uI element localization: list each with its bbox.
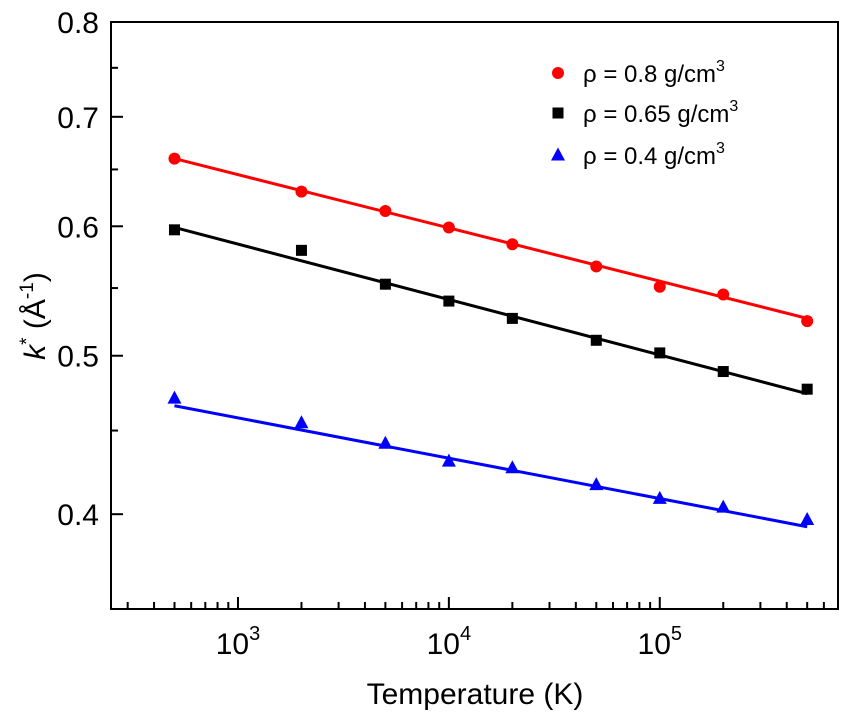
data-point-s2-8 bbox=[717, 366, 729, 378]
data-point-s2-4 bbox=[443, 295, 455, 307]
data-point-s2-6 bbox=[590, 334, 602, 346]
data-points bbox=[167, 152, 815, 526]
data-point-s3-9 bbox=[800, 512, 815, 526]
fit-line-2 bbox=[174, 226, 808, 396]
data-point-s1-1 bbox=[168, 152, 181, 165]
data-point-s1-2 bbox=[295, 185, 308, 198]
y-axis-title: k* (Å-1) bbox=[17, 272, 52, 360]
y-tick-label-0.8: 0.8 bbox=[57, 7, 99, 40]
legend-marker-1 bbox=[552, 67, 564, 79]
y-tick-label-0.5: 0.5 bbox=[57, 341, 99, 374]
data-point-s2-5 bbox=[506, 312, 518, 324]
data-point-s3-7 bbox=[652, 490, 667, 504]
legend-marker-3 bbox=[551, 147, 565, 161]
data-point-s3-6 bbox=[589, 477, 604, 491]
legend: ρ = 0.8 g/cm3 ρ = 0.65 g/cm3 ρ = 0.4 g/cm3 bbox=[551, 58, 738, 170]
data-point-s2-3 bbox=[379, 278, 391, 290]
y-tick-label-0.6: 0.6 bbox=[57, 211, 99, 244]
data-point-s2-9 bbox=[801, 383, 813, 395]
x-tick-label-1000: 103 bbox=[216, 623, 260, 661]
fit-lines bbox=[174, 157, 808, 529]
legend-label-3: ρ = 0.4 g/cm3 bbox=[583, 140, 725, 170]
fit-line-3 bbox=[174, 404, 808, 529]
fit-line-1 bbox=[174, 157, 808, 320]
y-axis: 0.4 0.5 0.6 0.7 0.8 bbox=[57, 7, 123, 610]
y-axis-unit-open: (Å bbox=[19, 299, 52, 337]
data-point-s1-6 bbox=[590, 260, 603, 273]
x-axis: 103 104 105 bbox=[126, 597, 839, 661]
x-tick-label-100000: 105 bbox=[638, 623, 683, 661]
y-axis-unit-close: ) bbox=[19, 272, 52, 282]
data-point-s3-8 bbox=[716, 499, 731, 513]
y-axis-symbol: k bbox=[19, 343, 52, 360]
y-tick-label-0.4: 0.4 bbox=[57, 499, 99, 532]
legend-label-2: ρ = 0.65 g/cm3 bbox=[583, 98, 738, 128]
data-point-s2-2 bbox=[295, 244, 307, 256]
data-point-s3-5 bbox=[505, 460, 520, 474]
data-point-s3-1 bbox=[167, 390, 182, 404]
y-tick-label-0.7: 0.7 bbox=[57, 102, 99, 135]
plot-frame bbox=[110, 21, 839, 610]
legend-marker-2 bbox=[552, 107, 564, 119]
data-point-s1-3 bbox=[379, 205, 392, 218]
data-point-s3-3 bbox=[378, 435, 393, 449]
data-point-s1-7 bbox=[653, 280, 666, 293]
x-tick-label-10000: 104 bbox=[427, 623, 472, 661]
data-point-s1-4 bbox=[442, 221, 455, 234]
data-point-s2-1 bbox=[168, 224, 180, 236]
data-point-s2-7 bbox=[654, 347, 666, 359]
data-point-s1-8 bbox=[717, 288, 730, 301]
data-point-s1-9 bbox=[801, 315, 814, 328]
data-point-s3-4 bbox=[441, 453, 456, 467]
data-point-s3-2 bbox=[294, 415, 309, 429]
x-axis-title: Temperature (K) bbox=[367, 678, 584, 711]
data-point-s1-5 bbox=[506, 238, 519, 251]
legend-label-1: ρ = 0.8 g/cm3 bbox=[583, 58, 725, 88]
y-axis-unit-sup: -1 bbox=[17, 282, 38, 299]
y-axis-symbol-sup: * bbox=[17, 337, 38, 345]
